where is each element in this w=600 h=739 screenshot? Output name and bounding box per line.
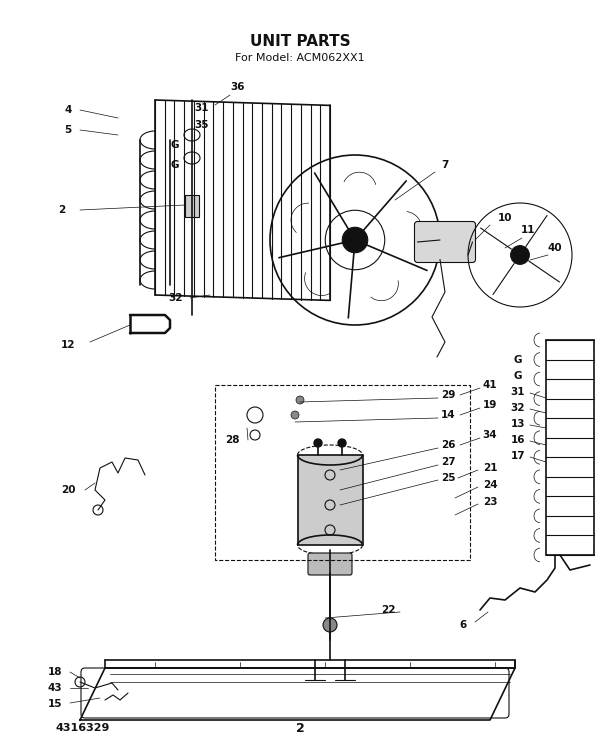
Text: 29: 29 bbox=[441, 390, 455, 400]
Text: 6: 6 bbox=[460, 620, 467, 630]
Text: 25: 25 bbox=[441, 473, 455, 483]
Circle shape bbox=[314, 439, 322, 447]
Text: G: G bbox=[514, 371, 522, 381]
Text: G: G bbox=[171, 160, 179, 170]
FancyBboxPatch shape bbox=[415, 222, 476, 262]
Text: UNIT PARTS: UNIT PARTS bbox=[250, 35, 350, 50]
Text: 7: 7 bbox=[442, 160, 449, 170]
Text: 15: 15 bbox=[48, 699, 62, 709]
Text: G: G bbox=[171, 140, 179, 150]
Text: 12: 12 bbox=[61, 340, 75, 350]
Circle shape bbox=[338, 439, 346, 447]
Text: 14: 14 bbox=[440, 410, 455, 420]
Text: 21: 21 bbox=[483, 463, 497, 473]
Text: 20: 20 bbox=[61, 485, 75, 495]
Text: 28: 28 bbox=[225, 435, 239, 445]
Circle shape bbox=[511, 245, 529, 265]
Text: 2: 2 bbox=[58, 205, 65, 215]
Text: 13: 13 bbox=[511, 419, 525, 429]
Circle shape bbox=[296, 396, 304, 404]
Text: 43: 43 bbox=[47, 683, 62, 693]
Text: For Model: ACM062XX1: For Model: ACM062XX1 bbox=[235, 53, 365, 63]
FancyBboxPatch shape bbox=[308, 553, 352, 575]
Text: 2: 2 bbox=[296, 721, 304, 735]
Text: 22: 22 bbox=[381, 605, 395, 615]
Text: 23: 23 bbox=[483, 497, 497, 507]
Text: G: G bbox=[514, 355, 522, 365]
Text: 10: 10 bbox=[498, 213, 512, 223]
Text: 19: 19 bbox=[483, 400, 497, 410]
Text: 17: 17 bbox=[511, 451, 526, 461]
Text: 31: 31 bbox=[511, 387, 525, 397]
Text: 32: 32 bbox=[169, 293, 183, 303]
Circle shape bbox=[323, 618, 337, 632]
Text: 40: 40 bbox=[548, 243, 562, 253]
Text: 31: 31 bbox=[195, 103, 209, 113]
Circle shape bbox=[342, 228, 368, 253]
Text: 4: 4 bbox=[64, 105, 71, 115]
Text: 18: 18 bbox=[48, 667, 62, 677]
Text: 11: 11 bbox=[521, 225, 535, 235]
Text: 34: 34 bbox=[482, 430, 497, 440]
Circle shape bbox=[291, 411, 299, 419]
Text: 32: 32 bbox=[511, 403, 525, 413]
Bar bbox=[298, 455, 362, 545]
Text: 41: 41 bbox=[482, 380, 497, 390]
Text: 24: 24 bbox=[482, 480, 497, 490]
Text: 27: 27 bbox=[440, 457, 455, 467]
Text: 35: 35 bbox=[195, 120, 209, 130]
Text: 26: 26 bbox=[441, 440, 455, 450]
Text: 16: 16 bbox=[511, 435, 525, 445]
Text: 36: 36 bbox=[231, 82, 245, 92]
Text: 5: 5 bbox=[64, 125, 71, 135]
Bar bbox=[185, 195, 199, 217]
Text: 4316329: 4316329 bbox=[55, 723, 109, 733]
